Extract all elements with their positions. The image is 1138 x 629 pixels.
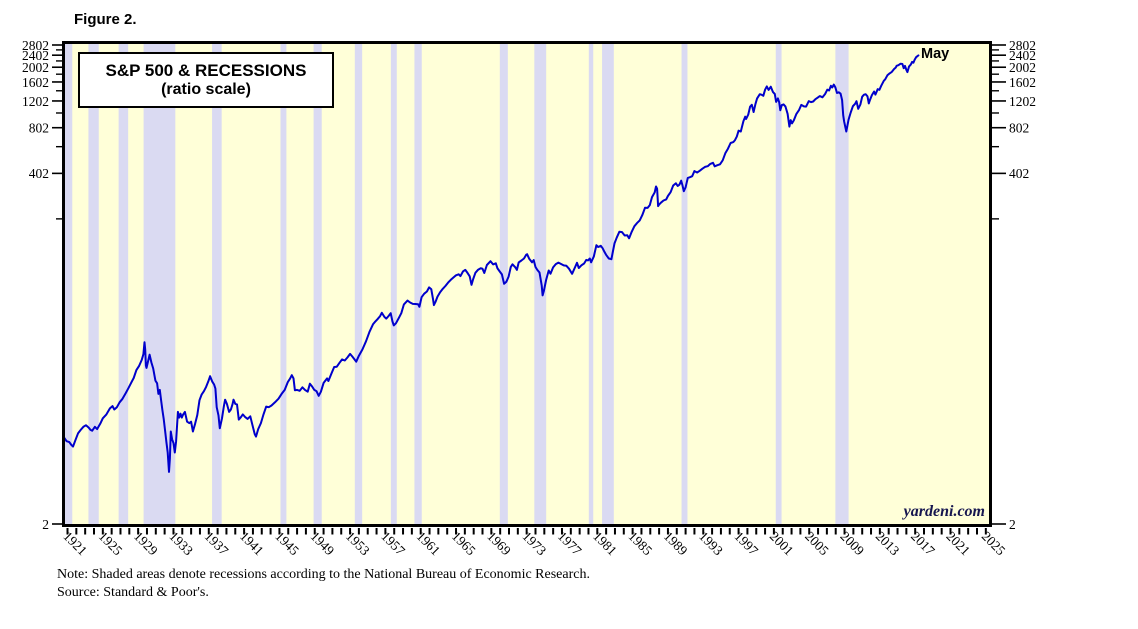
recession-band [280, 44, 287, 524]
recession-band [588, 44, 594, 524]
recession-band [775, 44, 782, 524]
recession-band [414, 44, 422, 524]
recession-band [534, 44, 547, 524]
y-tick-label-left: 1602 [22, 75, 49, 90]
chart-title: S&P 500 & RECESSIONS [105, 61, 307, 80]
recession-band [602, 44, 614, 524]
y-tick-label-right: 2802 [1009, 38, 1036, 53]
y-tick-label-right: 2 [1009, 517, 1016, 532]
recession-band [313, 44, 322, 524]
last-point-annotation: May [921, 46, 950, 62]
watermark-text: yardeni.com [903, 503, 985, 520]
figure-label: Figure 2. [74, 11, 137, 28]
plot-border [62, 41, 992, 527]
chart-subtitle: (ratio scale) [161, 81, 251, 99]
y-tick-label-left: 802 [29, 121, 49, 136]
recession-band [212, 44, 222, 524]
chart-title-box: S&P 500 & RECESSIONS (ratio scale) [78, 52, 334, 108]
note-line: Note: Shaded areas denote recessions acc… [57, 567, 590, 582]
plot-background [62, 41, 992, 527]
y-tick-label-right: 2002 [1009, 60, 1036, 75]
y-tick-label-left: 2402 [22, 48, 49, 63]
y-tick-label-left: 1202 [22, 94, 49, 109]
recession-band [681, 44, 688, 524]
y-tick-label-left: 2 [42, 517, 49, 532]
y-tick-label-left: 402 [29, 166, 49, 181]
sp500-line [63, 54, 920, 473]
y-tick-label-right: 802 [1009, 121, 1029, 136]
recession-band [835, 44, 849, 524]
y-tick-label-right: 1202 [1009, 94, 1036, 109]
y-tick-label-right: 402 [1009, 166, 1029, 181]
recession-band [65, 44, 73, 524]
y-tick-label-right: 1602 [1009, 75, 1036, 90]
recession-band [88, 44, 99, 524]
recession-band [390, 44, 397, 524]
source-line: Source: Standard & Poor's. [57, 585, 209, 600]
y-tick-label-right: 2402 [1009, 48, 1036, 63]
y-tick-label-left: 2002 [22, 60, 49, 75]
recession-band [118, 44, 129, 524]
recession-band [354, 44, 363, 524]
y-tick-label-left: 2802 [22, 38, 49, 53]
x-tick-label: 2025 [979, 529, 1009, 559]
